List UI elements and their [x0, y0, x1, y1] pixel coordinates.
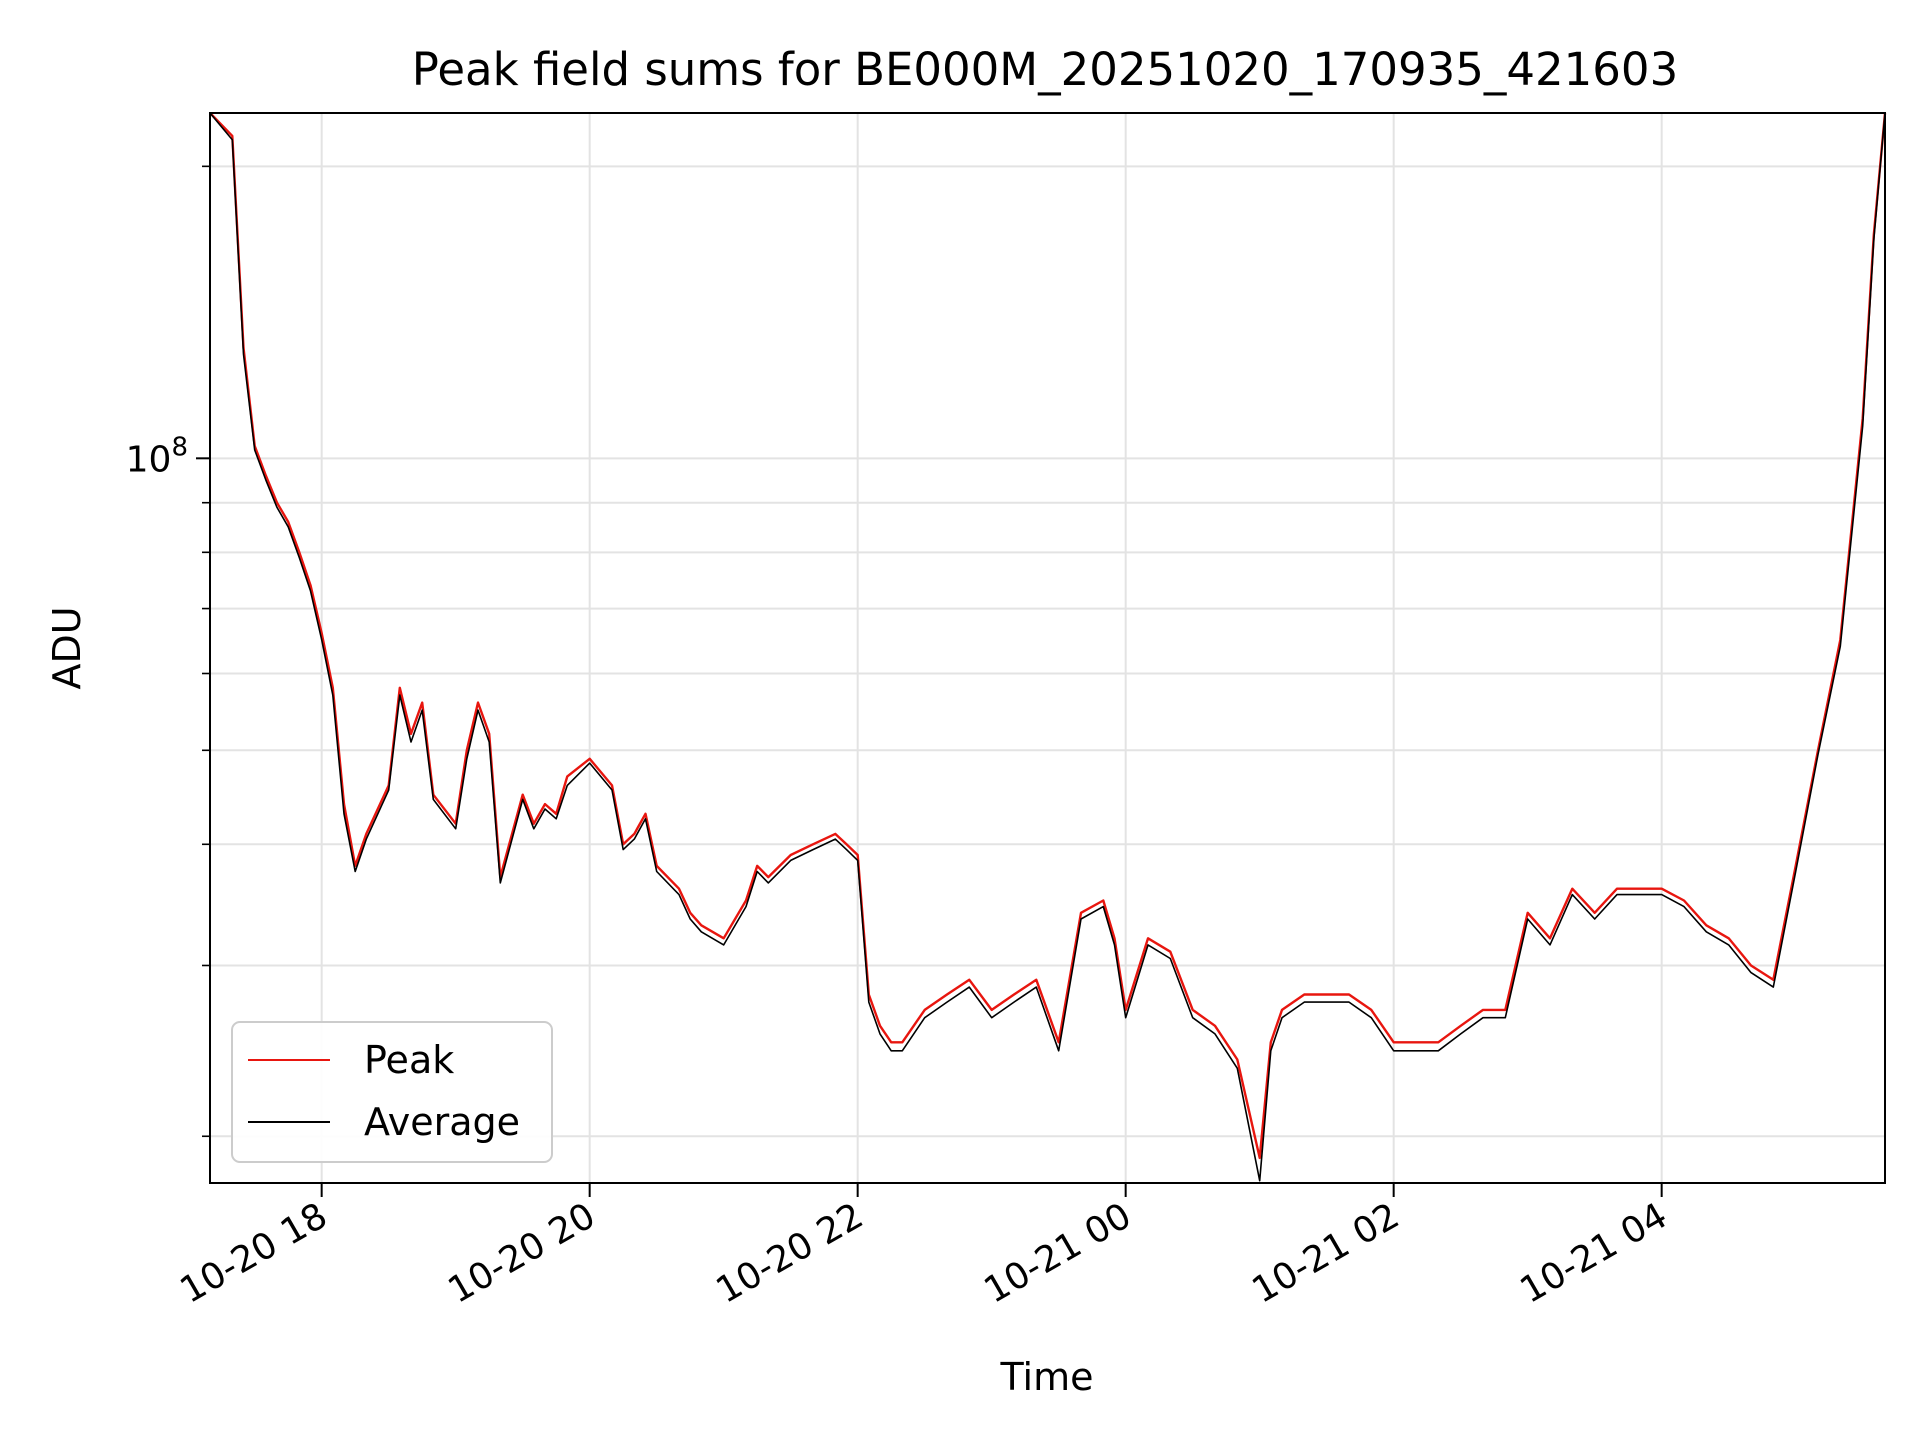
- y-axis-ticks: 108: [126, 165, 210, 1138]
- series-line-peak: [209, 112, 1887, 1160]
- legend-label-peak: Peak: [364, 1038, 454, 1082]
- legend: Peak Average: [231, 1021, 553, 1163]
- chart-title: Peak field sums for BE000M_20251020_1709…: [412, 43, 1678, 96]
- series-layer: [209, 112, 1887, 1182]
- y-axis-label: ADU: [45, 606, 89, 689]
- series-line-average: [209, 112, 1886, 1182]
- legend-box: [231, 1021, 553, 1163]
- x-axis-label: Time: [1000, 1355, 1094, 1399]
- y-tick-label: 108: [126, 432, 188, 480]
- legend-label-average: Average: [364, 1100, 520, 1144]
- plot-frame: [209, 112, 1886, 1184]
- grid: [210, 113, 1885, 1183]
